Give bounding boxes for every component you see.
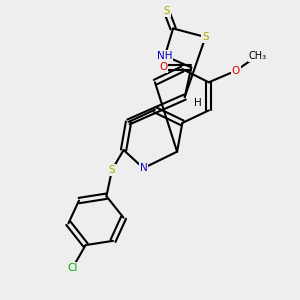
Text: S: S — [163, 6, 170, 16]
Text: N: N — [140, 163, 147, 173]
Text: O: O — [159, 62, 167, 72]
Text: Cl: Cl — [67, 263, 78, 273]
Text: NH: NH — [157, 51, 172, 61]
Text: CH₃: CH₃ — [248, 51, 266, 61]
Text: S: S — [109, 165, 115, 175]
Text: S: S — [202, 32, 209, 42]
Text: H: H — [194, 98, 202, 107]
Text: O: O — [232, 66, 240, 76]
